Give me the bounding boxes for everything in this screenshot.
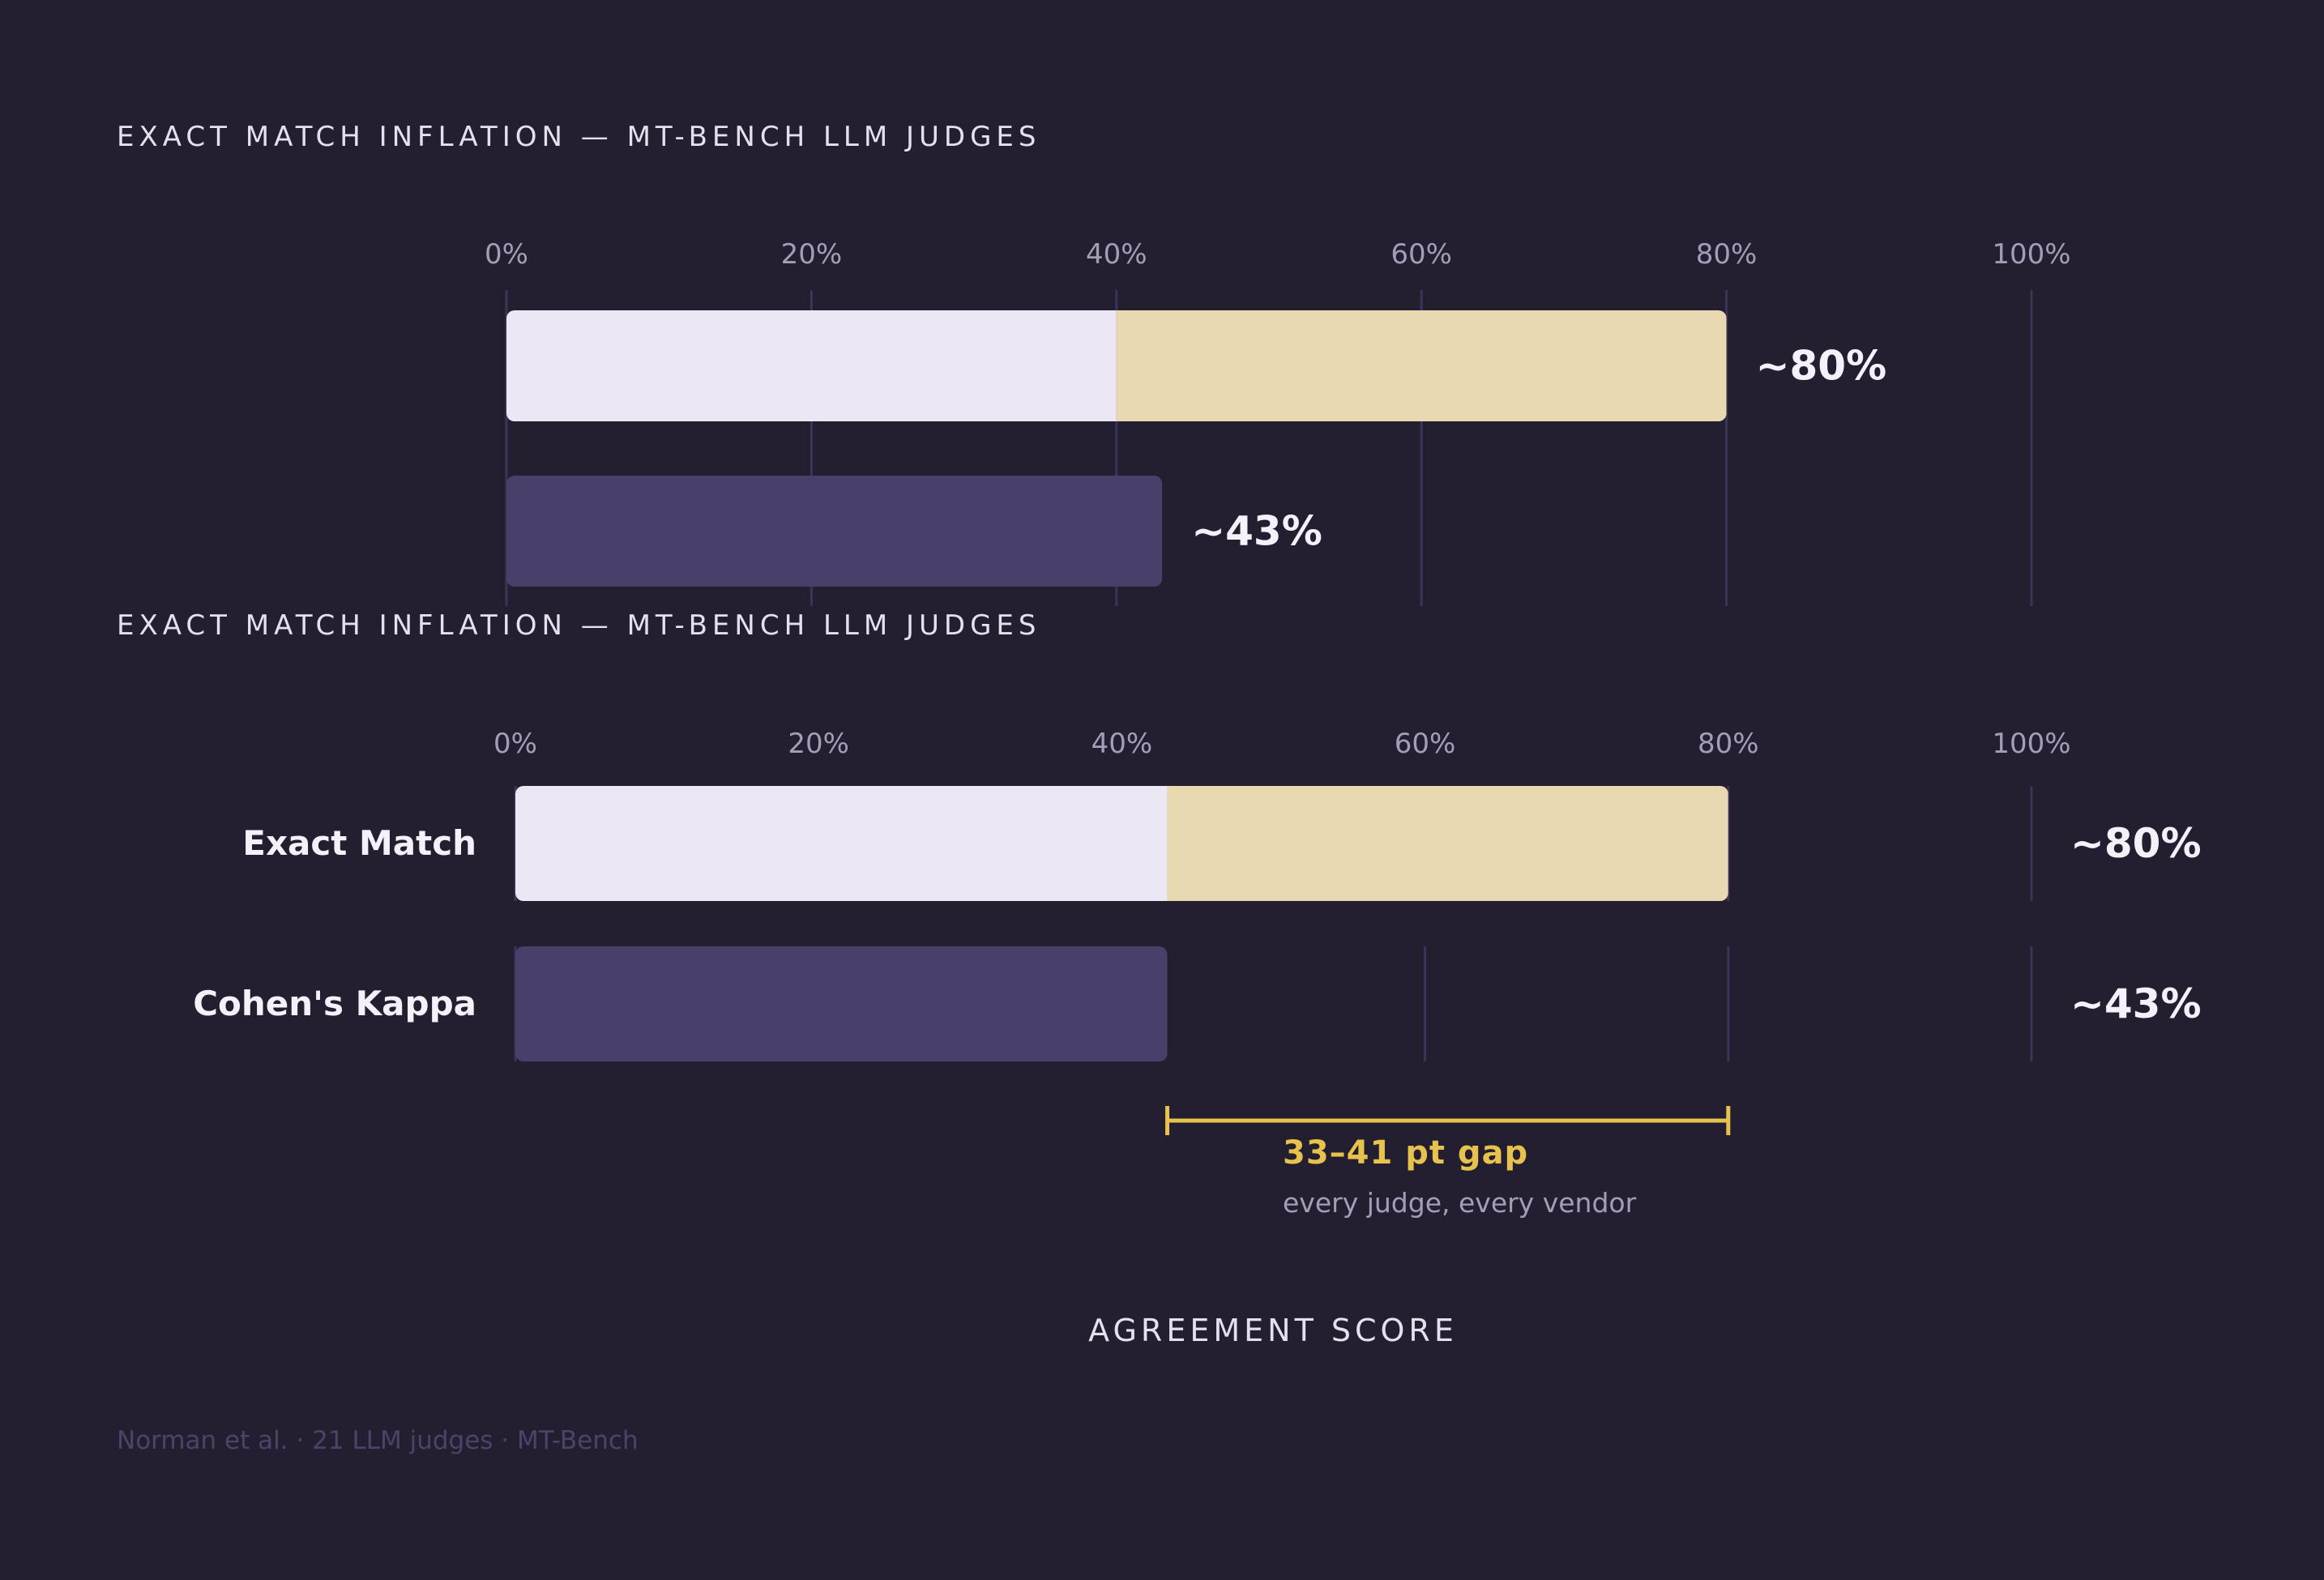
bar-exact-match-base — [506, 310, 1117, 421]
x-tick-label: 20% — [781, 238, 843, 271]
gap-sublabel: every judge, every vendor — [1283, 1187, 1637, 1219]
bar-inflation — [1167, 786, 1728, 901]
bar-group — [506, 476, 1163, 587]
category-label: Cohen's Kappa — [193, 984, 476, 1023]
bar-group — [515, 786, 1728, 901]
x-tick-label: 100% — [1992, 728, 2070, 760]
value-label: ~80% — [1756, 343, 1887, 390]
value-label: ~43% — [2070, 980, 2202, 1027]
x-tick-label: 0% — [485, 238, 528, 271]
value-label: ~80% — [2070, 820, 2202, 867]
x-axis-label: AGREEMENT SCORE — [1088, 1313, 1458, 1348]
x-tick-label: 40% — [1086, 238, 1147, 271]
chart-title: EXACT MATCH INFLATION — MT-BENCH LLM JUD… — [117, 609, 1041, 642]
value-label: ~43% — [1191, 508, 1322, 555]
chart-title: EXACT MATCH INFLATION — MT-BENCH LLM JUD… — [117, 121, 1041, 153]
chart-top: EXACT MATCH INFLATION — MT-BENCH LLM JUD… — [117, 121, 2071, 606]
bar-group — [506, 310, 1727, 421]
footer-source: Norman et al. · 21 LLM judges · MT-Bench — [117, 1426, 639, 1455]
x-tick-label: 60% — [1391, 238, 1452, 271]
chart-bottom: EXACT MATCH INFLATION — MT-BENCH LLM JUD… — [117, 609, 2202, 1348]
x-tick-label: 80% — [1696, 238, 1758, 271]
category-label: Exact Match — [242, 823, 476, 863]
bar-group — [515, 946, 1168, 1061]
bar-cohens-kappa — [506, 476, 1163, 587]
gap-label: 33–41 pt gap — [1283, 1134, 1528, 1172]
bar-exact-match-base — [515, 786, 1168, 901]
x-tick-label: 20% — [788, 728, 849, 760]
x-tick-label: 80% — [1698, 728, 1759, 760]
x-tick-label: 100% — [1992, 238, 2070, 271]
x-tick-label: 0% — [493, 728, 537, 760]
bar-inflation — [1116, 310, 1727, 421]
bar-cohens-kappa — [515, 946, 1168, 1061]
x-tick-label: 60% — [1395, 728, 1456, 760]
x-tick-label: 40% — [1092, 728, 1153, 760]
